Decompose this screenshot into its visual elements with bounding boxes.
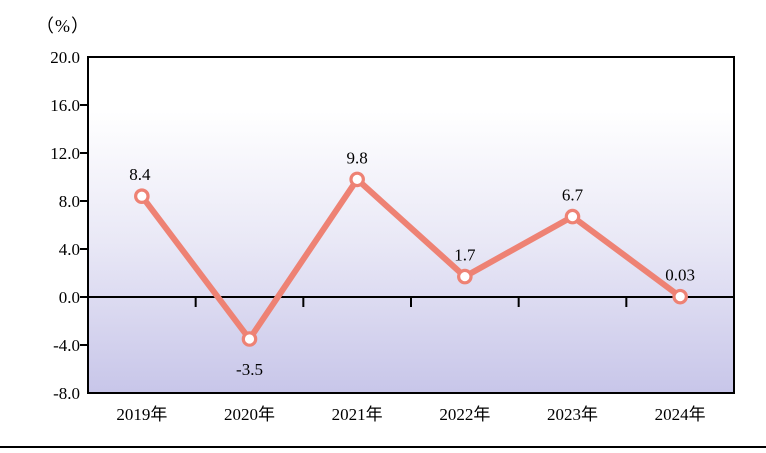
y-tick-label: 8.0 (59, 192, 80, 211)
y-tick-label: -4.0 (53, 336, 80, 355)
y-tick-label: 16.0 (50, 96, 80, 115)
y-tick-label: 20.0 (50, 48, 80, 67)
x-axis-label: 2020年 (224, 405, 275, 424)
y-tick-label: 12.0 (50, 144, 80, 163)
x-axis-label: 2019年 (116, 405, 167, 424)
y-tick-label: 4.0 (59, 240, 80, 259)
x-axis-label: 2021年 (332, 405, 383, 424)
x-axis-label: 2023年 (547, 405, 598, 424)
x-axis-label: 2024年 (655, 405, 706, 424)
y-axis-unit-label: （%） (36, 16, 90, 36)
bottom-rule (0, 446, 766, 448)
y-tick-label: -8.0 (53, 384, 80, 403)
x-axis-label: 2022年 (439, 405, 490, 424)
plot-area (87, 56, 735, 394)
y-tick-label: 0.0 (59, 288, 80, 307)
